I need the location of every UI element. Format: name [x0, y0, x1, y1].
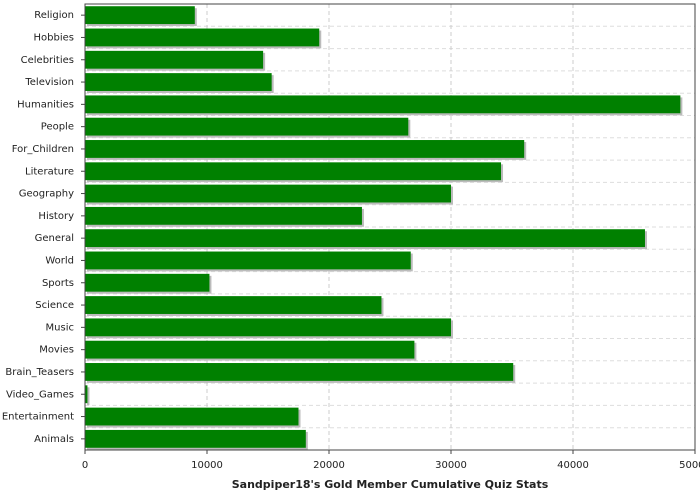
y-tick-label: Television	[24, 77, 74, 88]
bar	[85, 140, 525, 158]
bar	[85, 28, 320, 47]
x-tick-label: 50000	[679, 460, 700, 471]
x-tick-label: 30000	[435, 460, 467, 471]
y-tick-label: Movies	[39, 345, 74, 356]
y-tick-label: Sports	[42, 278, 74, 289]
y-tick-label: Literature	[25, 166, 74, 177]
bar	[85, 385, 88, 404]
y-tick-label: Brain_Teasers	[5, 367, 74, 378]
bar	[85, 162, 502, 181]
x-tick-label: 0	[82, 460, 88, 471]
bar-shadow	[87, 387, 90, 406]
bar	[85, 363, 514, 381]
y-tick-label: Music	[46, 322, 74, 333]
x-tick-label: 10000	[191, 460, 223, 471]
plot-border	[84, 3, 696, 451]
bar	[85, 318, 451, 337]
bar	[85, 251, 411, 270]
y-tick-label: World	[45, 255, 74, 266]
bar	[85, 296, 382, 314]
y-tick-label: People	[41, 122, 74, 133]
y-tick-label: History	[38, 211, 74, 222]
y-tick-label: Humanities	[17, 99, 74, 110]
y-tick-label: Science	[35, 300, 74, 311]
y-tick-label: Hobbies	[34, 32, 74, 43]
bar	[85, 95, 681, 114]
x-tick-label: 40000	[557, 460, 589, 471]
bar	[85, 273, 210, 292]
bar	[85, 117, 409, 136]
bar	[85, 73, 272, 91]
y-tick-label: Religion	[34, 10, 74, 21]
y-tick-label: Video_Games	[6, 389, 74, 400]
bar	[85, 407, 299, 426]
y-tick-label: Celebrities	[21, 55, 74, 66]
bar	[85, 6, 195, 25]
bar	[85, 340, 415, 359]
y-tick-label: Entertainment	[2, 412, 74, 423]
y-tick-label: Geography	[19, 189, 74, 200]
bar	[85, 429, 306, 448]
y-tick-label: Animals	[34, 434, 74, 445]
bar	[85, 206, 362, 225]
y-tick-label: General	[35, 233, 74, 244]
bar	[85, 229, 645, 248]
y-tick-label: For_Children	[12, 144, 74, 155]
x-axis-label: Sandpiper18's Gold Member Cumulative Qui…	[232, 478, 549, 491]
x-tick-label: 20000	[313, 460, 345, 471]
bar	[85, 50, 264, 69]
bar	[85, 184, 451, 203]
